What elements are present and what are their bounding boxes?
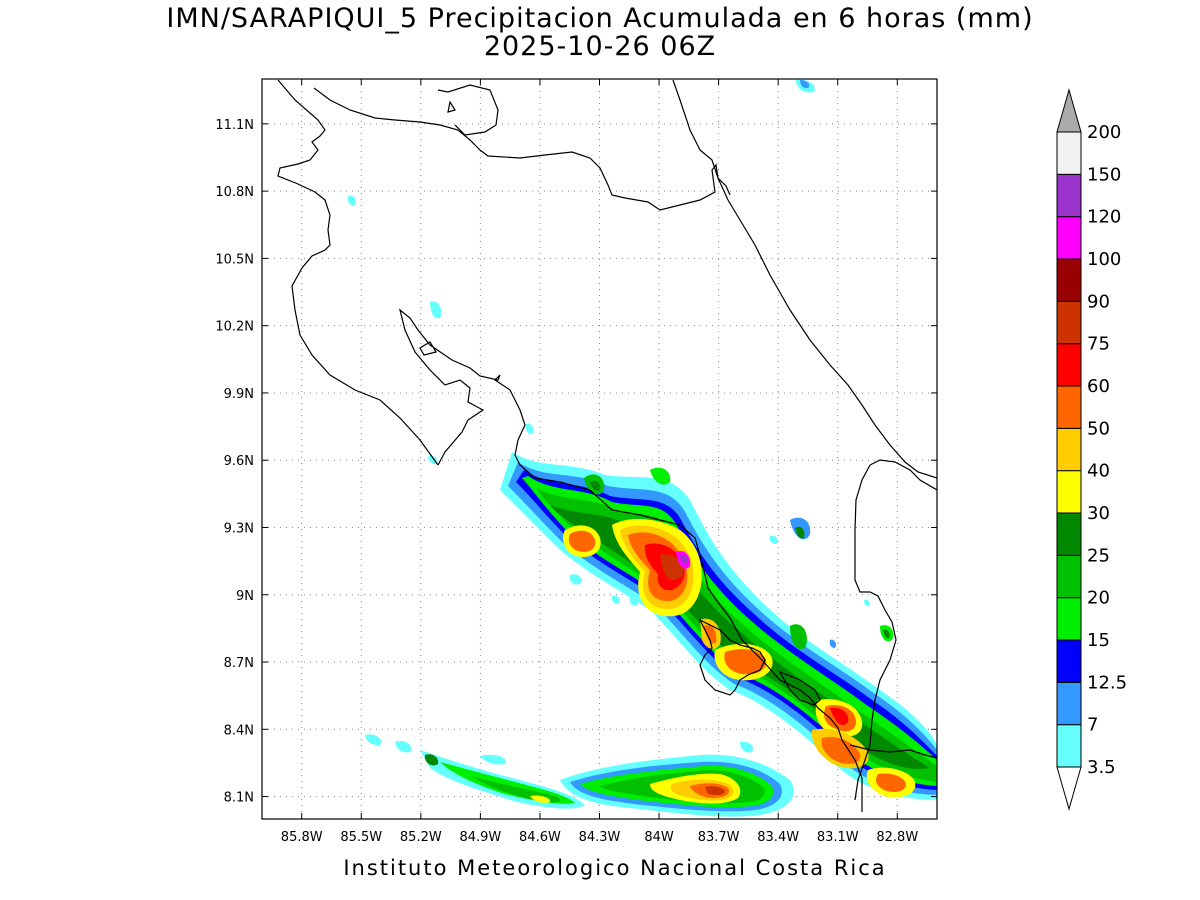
lat-tick-label: 9N — [236, 589, 254, 604]
colorbar-swatch — [1056, 300, 1082, 345]
colorbar-swatch — [1056, 131, 1082, 175]
colorbar-label: 60 — [1087, 376, 1110, 397]
colorbar-label: 90 — [1087, 291, 1110, 312]
colorbar-label: 120 — [1087, 207, 1121, 228]
lon-tick-label: 84W — [644, 830, 674, 845]
map-title: IMN/SARAPIQUI_5 Precipitacion Acumulada … — [166, 3, 1034, 34]
lat-tick-label: 10.2N — [215, 320, 254, 335]
lon-tick-label: 85.2W — [400, 830, 442, 845]
precip-belt-central — [500, 452, 937, 800]
lat-tick-label: 8.1N — [224, 791, 254, 806]
lat-tick-label: 9.9N — [224, 387, 254, 402]
lon-tick-label: 85.5W — [340, 830, 382, 845]
lon-tick-label: 83.4W — [757, 830, 799, 845]
lon-tick-label: 85.8W — [281, 830, 323, 845]
colorbar-swatch — [1056, 258, 1082, 302]
colorbar-swatch — [1056, 681, 1082, 726]
colorbar-swatch — [1056, 173, 1082, 218]
lon-tick-label: 84.6W — [519, 830, 561, 845]
colorbar-label: 12.5 — [1087, 672, 1127, 693]
colorbar-label: 20 — [1087, 588, 1110, 609]
footer-credit: Instituto Meteorologico Nacional Costa R… — [343, 856, 887, 880]
lat-tick-label: 11.1N — [215, 118, 254, 133]
lon-tick-label: 83.7W — [698, 830, 740, 845]
lat-tick-label: 9.3N — [224, 521, 254, 536]
lon-tick-label: 82.8W — [876, 830, 918, 845]
colorbar-swatch — [1056, 216, 1082, 260]
longitude-axis: 85.8W 85.5W 85.2W 84.9W 84.6W 84.3W 84W 83.7W 83… — [281, 79, 918, 845]
colorbar-swatch — [1056, 512, 1082, 556]
lat-tick-label: 8.7N — [224, 656, 254, 671]
colorbar-label: 50 — [1087, 418, 1110, 439]
colorbar-label: 30 — [1087, 503, 1110, 524]
colorbar-label: 150 — [1087, 164, 1121, 185]
colorbar-swatch — [1056, 470, 1082, 514]
coastlines — [277, 79, 937, 812]
colorbar-top-arrow — [1056, 88, 1082, 133]
colorbar-swatch — [1056, 597, 1082, 641]
lon-tick-label: 84.9W — [459, 830, 501, 845]
lon-tick-label: 83.1W — [817, 830, 859, 845]
precip-belt-south — [365, 734, 794, 817]
map-valid-time: 2025-10-26 06Z — [483, 31, 717, 62]
lon-tick-label: 84.3W — [579, 830, 621, 845]
colorbar-label: 3.5 — [1087, 757, 1116, 778]
lat-tick-label: 9.6N — [224, 454, 254, 469]
colorbar-label: 40 — [1087, 461, 1110, 482]
precip-scattered-cells — [347, 79, 894, 753]
colorbar-swatch — [1056, 427, 1082, 472]
colorbar-label: 75 — [1087, 334, 1110, 355]
precipitation-field — [277, 79, 937, 817]
colorbar-label: 15 — [1087, 630, 1110, 651]
colorbar-bottom-arrow — [1056, 766, 1082, 811]
lat-tick-label: 10.8N — [215, 185, 254, 200]
lat-tick-label: 10.5N — [215, 252, 254, 267]
colorbar-label: 100 — [1087, 249, 1121, 270]
colorbar-swatch — [1056, 724, 1082, 768]
colorbar-label: 25 — [1087, 545, 1110, 566]
colorbar-swatch — [1056, 343, 1082, 387]
latitude-axis: 11.1N 10.8N 10.5N 10.2N 9.9N 9.6N 9.3N 9N 8.7N 8.… — [215, 118, 937, 806]
colorbar-label: 200 — [1087, 122, 1121, 143]
colorbar-swatch — [1056, 639, 1082, 683]
colorbar-swatch — [1056, 554, 1082, 599]
colorbar-label: 7 — [1087, 715, 1098, 736]
lat-tick-label: 8.4N — [224, 723, 254, 738]
precipitation-colorbar: 3.5 7 12.5 15 20 25 30 40 50 60 75 90 100 120 150 200 — [1056, 88, 1127, 811]
colorbar-swatch — [1056, 385, 1082, 429]
